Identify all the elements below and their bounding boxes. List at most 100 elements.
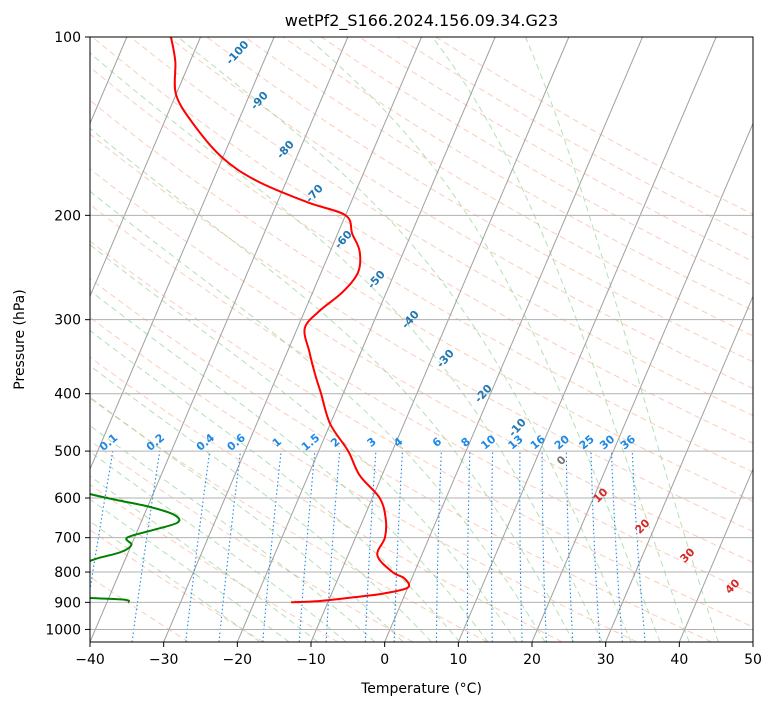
isotherm-label: -30: [434, 347, 457, 371]
mixing-ratio-line: [519, 451, 523, 642]
isotherm-line: [457, 37, 717, 642]
isotherm-label: -80: [274, 138, 297, 162]
mixing-ratio-label: 36: [618, 432, 638, 452]
y-axis-label: Pressure (hPa): [12, 289, 28, 389]
mixing-ratio-label: 0.6: [225, 431, 249, 454]
dry-adiabat: [90, 440, 414, 642]
moist-adiabat: [90, 244, 517, 642]
moist-adiabat: [431, 37, 690, 642]
isotherm-label: -50: [365, 268, 388, 292]
dry-adiabat: [244, 37, 753, 337]
mixing-ratio-label: 10: [478, 432, 498, 452]
dry-adiabat: [90, 576, 190, 642]
dry-adiabat: [90, 133, 753, 533]
dry-adiabat: [90, 203, 753, 595]
y-tick-label: 200: [54, 208, 81, 224]
dry-adiabat: [282, 37, 753, 312]
mixing-ratio-label: 0.2: [144, 431, 167, 453]
isotherm-line: [310, 37, 570, 642]
y-tick-label: 300: [54, 313, 81, 329]
dry-adiabat: [90, 529, 264, 642]
mixing-ratio-label: 0.4: [194, 431, 218, 454]
y-tick-label: 700: [54, 531, 81, 547]
y-tick-label: 1000: [45, 622, 81, 638]
dry-adiabat: [90, 278, 712, 642]
mixing-ratio-line: [185, 451, 211, 642]
mixing-ratio-label: 16: [528, 432, 548, 452]
x-tick-label: 10: [449, 652, 467, 668]
moist-adiabat: [90, 365, 432, 642]
isotherm-label: -100: [223, 38, 251, 67]
mixing-ratio-line: [218, 451, 242, 642]
dry-adiabat: [91, 37, 753, 445]
mixing-ratio-label: 20: [552, 432, 572, 452]
mixing-ratio-label: 1: [270, 435, 284, 450]
x-tick-label: −10: [296, 652, 326, 668]
moist-adiabat: [90, 396, 404, 642]
mixing-ratio-line: [262, 451, 282, 642]
moist-adiabat-label: 10: [591, 485, 611, 505]
y-tick-label: 500: [54, 444, 81, 460]
isotherm-line: [605, 295, 753, 642]
dry-adiabat: [130, 37, 753, 417]
dry-adiabat: [90, 356, 563, 642]
moist-adiabat: [90, 424, 376, 642]
moist-adiabat: [90, 329, 461, 642]
y-tick-label: 600: [54, 491, 81, 507]
y-tick-label: 800: [54, 565, 81, 581]
mixing-ratio-label: 25: [577, 433, 597, 453]
isotherm-line: [90, 37, 201, 298]
x-tick-label: 50: [744, 652, 762, 668]
moist-adiabat: [90, 290, 489, 642]
y-tick-label: 400: [54, 387, 81, 403]
isotherm-line: [90, 37, 275, 471]
moist-adiabat: [90, 451, 347, 642]
mixing-ratio-line: [298, 451, 316, 642]
y-tick-label: 100: [54, 30, 81, 46]
chart-title: wetPf2_S166.2024.156.09.34.G23: [285, 11, 559, 31]
isotherm-line: [163, 37, 422, 642]
isotherm-line: [90, 37, 349, 642]
plot-frame: [89, 36, 754, 643]
x-tick-label: −40: [75, 652, 105, 668]
moist-adiabat: [90, 498, 290, 642]
dry-adiabat: [90, 240, 753, 628]
isotherm-label: -10: [506, 416, 529, 440]
moist-adiabat: [90, 520, 261, 642]
mixing-ratio-label: 3: [365, 435, 379, 450]
x-tick-label: 40: [670, 652, 688, 668]
isotherm-line: [678, 467, 753, 642]
isotherm-label: -40: [399, 308, 422, 332]
moist-adiabat: [177, 37, 632, 642]
moist-adiabat: [306, 37, 661, 642]
mixing-ratio-label: 0.1: [97, 431, 120, 453]
isotherm-line: [236, 37, 496, 642]
mixing-ratio-line: [590, 451, 601, 642]
mixing-ratio-line: [565, 451, 574, 642]
dry-adiabat: [90, 397, 488, 642]
moist-adiabat: [90, 190, 546, 642]
x-tick-label: 30: [597, 652, 615, 668]
mixing-ratio-line: [364, 451, 377, 642]
mixing-ratio-label: 2: [328, 435, 342, 450]
mixing-ratio-line: [610, 451, 623, 642]
mixing-ratio-line: [90, 451, 114, 594]
y-tick-label: 900: [54, 595, 81, 611]
mixing-ratio-line: [631, 451, 646, 642]
temperature-profile-line: [170, 37, 411, 604]
moist-adiabat: [525, 37, 719, 642]
dry-adiabat: [435, 37, 753, 215]
dry-adiabat: [168, 37, 753, 389]
mixing-ratio-line: [435, 451, 442, 642]
isotherm-line: [531, 122, 753, 642]
x-tick-label: 0: [380, 652, 389, 668]
isotherm-line: [384, 37, 643, 642]
moist-adiabat-label: 30: [678, 545, 698, 565]
x-tick-label: −20: [223, 652, 253, 668]
mixing-ratio-line: [131, 451, 161, 642]
isotherm-line: [752, 640, 753, 642]
mixing-ratio-line: [490, 451, 494, 642]
dry-adiabat: [90, 316, 638, 642]
moist-adiabat-label: 20: [633, 516, 653, 536]
dry-adiabat: [359, 37, 753, 263]
